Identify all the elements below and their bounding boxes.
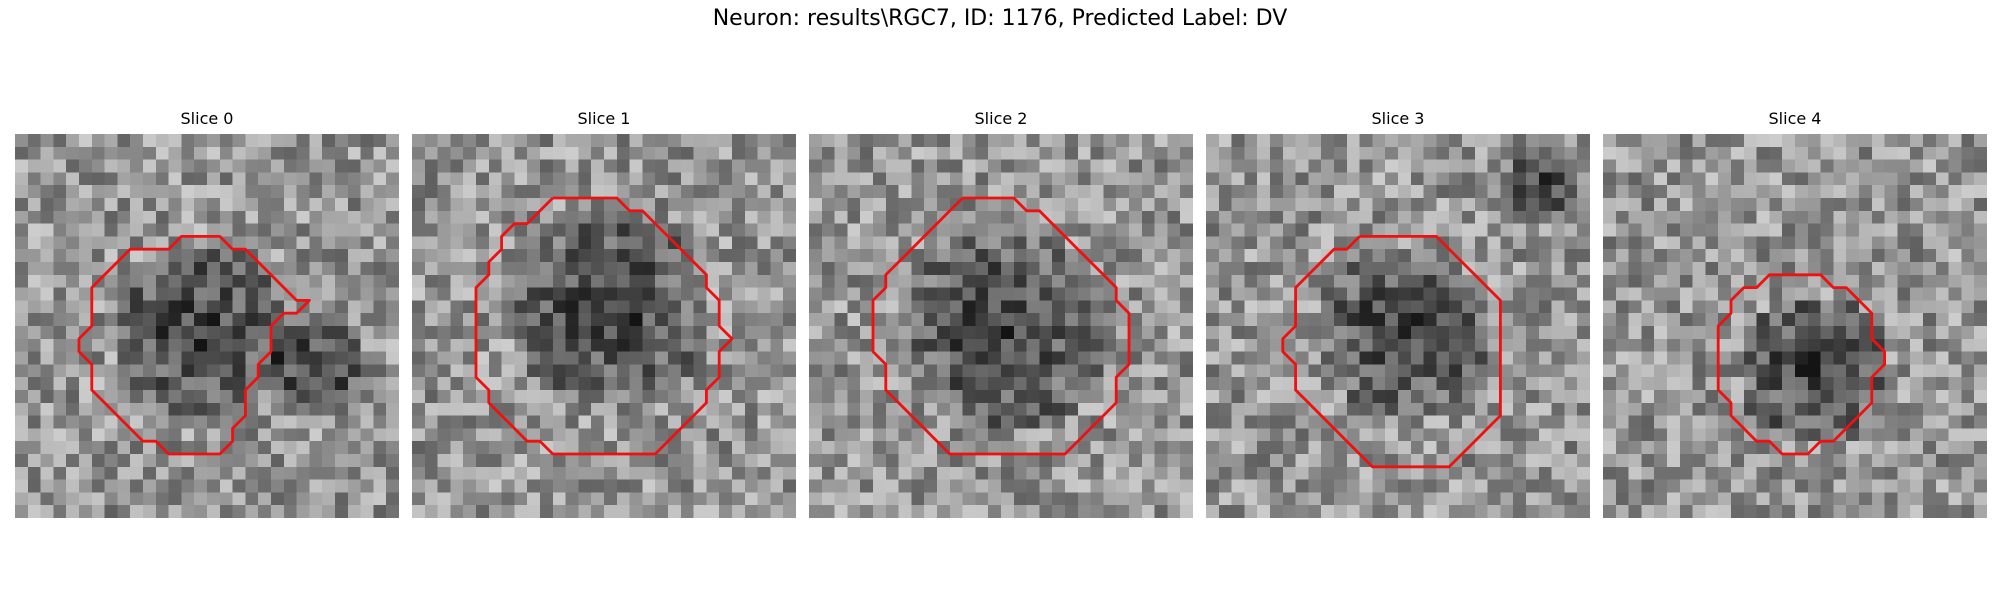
- roi-contour: [1716, 273, 1887, 456]
- slice-title: Slice 4: [1768, 109, 1822, 128]
- slice-image: [15, 134, 399, 518]
- slice-panel-3: Slice 3: [1206, 108, 1590, 518]
- roi-contour: [77, 234, 311, 456]
- slice-title: Slice 1: [577, 109, 631, 128]
- slice-panel-2: Slice 2: [809, 108, 1193, 518]
- slice-panel-1: Slice 1: [412, 108, 796, 518]
- slice-title: Slice 3: [1371, 109, 1425, 128]
- figure-title: Neuron: results\RGC7, ID: 1176, Predicte…: [712, 6, 1288, 31]
- slice-image: [809, 134, 1193, 518]
- roi-contour: [871, 196, 1131, 456]
- slice-panel-4: Slice 4: [1603, 108, 1987, 518]
- roi-contour: [1281, 234, 1502, 469]
- slice-image: [1206, 134, 1590, 518]
- slice-image: [1603, 134, 1987, 518]
- slice-panel-0: Slice 0: [15, 108, 399, 518]
- slice-image: [412, 134, 796, 518]
- roi-contour: [474, 196, 734, 456]
- slice-title: Slice 0: [180, 109, 234, 128]
- slice-title: Slice 2: [974, 109, 1028, 128]
- grayscale-image: [1206, 134, 1590, 518]
